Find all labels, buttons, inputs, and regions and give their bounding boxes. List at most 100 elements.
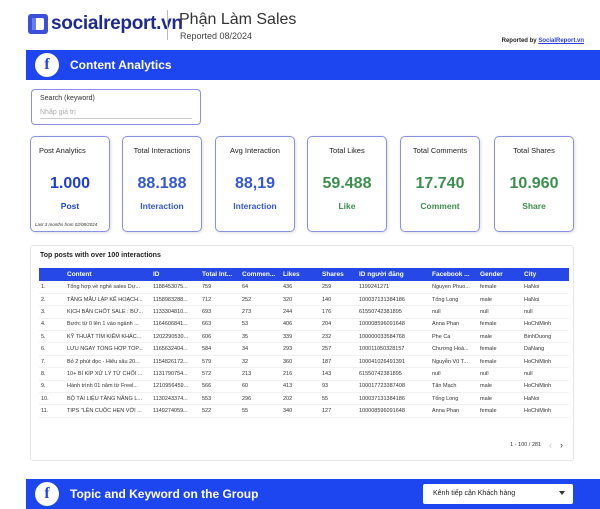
table-row[interactable]: 11. TIPS "LÊN CUỘC HẸN VỚI ... 1149274059.… (39, 404, 569, 418)
search-label: Search (keyword) (40, 95, 95, 102)
table-cell: 61550742381895 (357, 305, 430, 319)
table-cell: 1210956459... (151, 380, 200, 394)
table-cell: 693 (200, 305, 240, 319)
reported-by-link[interactable]: SocialReport.vn (538, 38, 584, 44)
page-subtitle: Reported 08/2024 (180, 31, 253, 41)
table-row[interactable]: 8. 10+ BÍ KÍP XỬ LÝ TỪ CHỐI ... 1131790754… (39, 367, 569, 381)
table-cell: 34 (240, 342, 281, 356)
card-label: Comment (420, 201, 460, 211)
table-cell: HoChiMinh (522, 404, 569, 418)
facebook-icon: f (35, 482, 59, 506)
table-cell: 436 (281, 281, 320, 294)
table-cell: 360 (281, 355, 320, 369)
table-cell: 232 (320, 330, 357, 344)
report-header: socialreport.vn Phận Làm Sales Reported … (0, 0, 600, 46)
table-cell: 55 (240, 404, 281, 418)
table-cell: 100000033584768 (357, 330, 430, 344)
table-cell: 1131790754... (151, 367, 200, 381)
table-cell: Phe Ca (430, 330, 478, 344)
table-cell: 584 (200, 342, 240, 356)
logo-text: socialreport.vn (51, 13, 183, 34)
table-cell: 35 (240, 330, 281, 344)
table-cell: 413 (281, 380, 320, 394)
table-cell: 53 (240, 318, 281, 332)
table-cell: Bỏ 2 phút đọc - Hiểu sâu 20... (65, 355, 151, 369)
column-header[interactable] (39, 268, 65, 281)
table-cell: female (478, 342, 522, 356)
column-header[interactable]: Total Int... (202, 271, 233, 278)
table-cell: 100017723387408 (357, 380, 430, 394)
table-cell: 10. (39, 392, 65, 406)
page-title: Phận Làm Sales (179, 11, 297, 28)
channel-dropdown[interactable]: Kênh tiếp cận Khách hàng (423, 484, 573, 504)
section-title: Topic and Keyword on the Group (70, 487, 259, 501)
column-header[interactable]: Content (67, 271, 92, 278)
table-cell: 566 (200, 380, 240, 394)
table-row[interactable]: 5. KỸ THUẬT TÌM KIẾM KHÁC... 1202290530...… (39, 330, 569, 344)
column-header[interactable]: Gender (480, 271, 503, 278)
table-row[interactable]: 3. KỊCH BẢN CHỐT SALE : BỨ... 1133304810..… (39, 305, 569, 319)
table-cell: 712 (200, 293, 240, 307)
table-cell: HaNoi (522, 392, 569, 406)
table-cell: 202 (281, 392, 320, 406)
card-title: Total Shares (513, 146, 555, 155)
brand-logo: socialreport.vn (28, 13, 183, 35)
table-cell: 100011050328157 (357, 342, 430, 356)
table-cell: 100008596091648 (357, 318, 430, 332)
column-header[interactable]: City (524, 271, 537, 278)
pagination: 1 - 100 / 281 ‹ › (510, 440, 563, 450)
table-cell: Tống Long (430, 392, 478, 406)
prev-page-icon[interactable]: ‹ (549, 440, 552, 450)
table-cell: Tống Long (430, 293, 478, 307)
table-row[interactable]: 1. Tổng hợp về nghề sales Dự... 1188453075… (39, 281, 569, 294)
column-header[interactable]: Likes (283, 271, 300, 278)
table-cell: 1188453075... (151, 281, 200, 294)
table-row[interactable]: 10. BỘ TÀI LIỆU TĂNG NĂNG L... 1130243374.… (39, 392, 569, 406)
table-row[interactable]: 4. Bước từ 0 lên 1 vào ngành ... 116460684… (39, 318, 569, 332)
reported-by-prefix: Reported by (501, 38, 539, 44)
column-header[interactable]: Commen... (242, 271, 276, 278)
topic-keyword-bar: f Topic and Keyword on the Group Kênh ti… (26, 479, 600, 509)
table-cell: 257 (320, 342, 357, 356)
table-cell: HoChiMinh (522, 318, 569, 332)
table-row[interactable]: 9. Hành trình 01 năm từ Freel... 121095645… (39, 380, 569, 394)
table-cell: female (478, 355, 522, 369)
search-input[interactable]: Nhập giá trị (40, 109, 192, 119)
table-cell: 244 (281, 305, 320, 319)
table-cell: 553 (200, 392, 240, 406)
card-value: 17.740 (415, 175, 465, 192)
column-header[interactable]: ID (153, 271, 160, 278)
table-cell: 1. (39, 281, 65, 294)
table-cell: 8. (39, 367, 65, 381)
table-cell: 100008596091648 (357, 404, 430, 418)
next-page-icon[interactable]: › (560, 440, 563, 450)
table-cell: 127 (320, 404, 357, 418)
chevron-down-icon (559, 491, 565, 495)
column-header[interactable]: Facebook ... (432, 271, 470, 278)
table-row[interactable]: 6. LƯU NGAY TỔNG HỢP TOP... 1165632404... 5… (39, 342, 569, 356)
table-cell: Nguyen Phuo... (430, 281, 478, 294)
table-cell: 60 (240, 380, 281, 394)
table-cell: 100041026491391 (357, 355, 430, 369)
table-cell: 1202290530... (151, 330, 200, 344)
table-cell: 187 (320, 355, 357, 369)
search-filter[interactable]: Search (keyword) Nhập giá trị (31, 89, 201, 125)
table-cell: 204 (320, 318, 357, 332)
card-title: Total Comments (412, 146, 468, 155)
table-cell: female (478, 318, 522, 332)
pagination-range: 1 - 100 / 281 (510, 442, 541, 448)
table-cell: male (478, 392, 522, 406)
table-row[interactable]: 2. TĂNG MẪU LẬP KẾ HOẠCH... 1158983288... 7… (39, 293, 569, 307)
table-row[interactable]: 7. Bỏ 2 phút đọc - Hiểu sâu 20... 11548261… (39, 355, 569, 369)
table-cell: 1130243374... (151, 392, 200, 406)
table-cell: TĂNG MẪU LẬP KẾ HOẠCH... (65, 293, 151, 307)
table-body: 1. Tổng hợp về nghề sales Dự... 1188453075… (39, 281, 569, 418)
table-cell: 3. (39, 305, 65, 319)
card-note: Last 3 months from 02/08/2024 (35, 222, 98, 227)
column-header[interactable]: Shares (322, 271, 344, 278)
column-header[interactable]: ID người đăng (359, 271, 404, 278)
table-cell: 61550742381895 (357, 367, 430, 381)
table-cell: Tổng hợp về nghề sales Dự... (65, 281, 151, 294)
table-cell: null (478, 305, 522, 319)
table-cell: 1164606841... (151, 318, 200, 332)
